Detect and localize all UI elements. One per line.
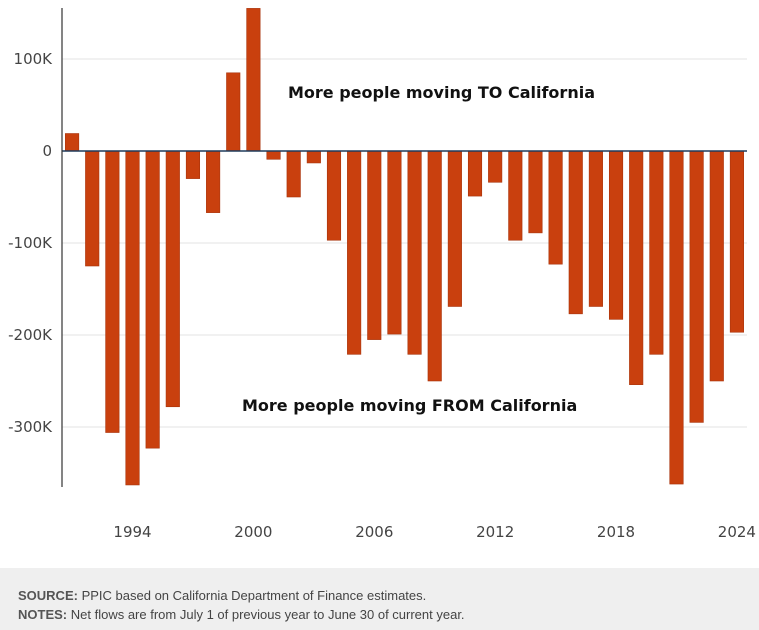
- bar-2004: [326, 150, 342, 241]
- bar-2006: [367, 150, 382, 340]
- bars: [65, 8, 744, 486]
- bar-1996: [165, 150, 180, 408]
- bar-2022: [689, 150, 704, 423]
- source-note: SOURCE: PPIC based on California Departm…: [18, 588, 759, 603]
- bar-2007: [387, 150, 402, 335]
- bar-1994: [125, 150, 140, 486]
- bar-2014: [528, 150, 543, 234]
- bar-2012: [488, 150, 503, 183]
- y-tick-label: 100K: [14, 50, 54, 68]
- bar-1997: [185, 150, 201, 179]
- x-tick-label: 2006: [355, 523, 393, 541]
- bar-1995: [145, 150, 160, 449]
- notes-text: Net flows are from July 1 of previous ye…: [70, 607, 465, 622]
- annotation-to-california: More people moving TO California: [288, 83, 595, 102]
- notes-label: NOTES:: [18, 607, 68, 622]
- x-tick-label: 2000: [234, 523, 272, 541]
- bar-2001: [266, 150, 281, 160]
- bar-2021: [669, 150, 684, 485]
- bar-2016: [568, 150, 583, 315]
- bar-2003: [306, 150, 321, 164]
- x-tick-label: 2012: [476, 523, 514, 541]
- bar-chart: 100K 0 -100K -200K -300K 1994 2000 2006 2012 201…: [8, 8, 756, 541]
- bar-2020: [649, 150, 664, 355]
- bar-1999: [226, 72, 241, 152]
- bar-2000: [246, 8, 261, 152]
- bar-2002: [286, 150, 301, 198]
- y-tick-label: -200K: [8, 326, 53, 344]
- y-tick-label: -300K: [8, 418, 53, 436]
- y-tick-labels: 100K 0 -100K -200K -300K: [8, 50, 53, 436]
- bar-2010: [447, 150, 462, 307]
- bar-1991: [65, 133, 80, 152]
- bar-1998: [206, 150, 221, 213]
- bar-2018: [608, 150, 624, 320]
- source-text: PPIC based on California Department of F…: [81, 588, 427, 603]
- x-tick-label: 2024: [718, 523, 756, 541]
- annotation-from-california: More people moving FROM California: [242, 396, 577, 415]
- x-tick-label: 1994: [113, 523, 151, 541]
- bar-2017: [588, 150, 603, 307]
- bar-2023: [709, 150, 724, 382]
- chart-footer: SOURCE: PPIC based on California Departm…: [0, 568, 759, 630]
- grid-lines: [62, 58, 747, 428]
- x-tick-label: 2018: [597, 523, 635, 541]
- y-tick-label: -100K: [8, 234, 53, 252]
- bar-2024: [729, 150, 744, 333]
- bar-2009: [427, 150, 442, 382]
- bar-2011: [467, 150, 483, 197]
- x-tick-labels: 1994 2000 2006 2012 2018 2024: [113, 523, 756, 541]
- bar-2008: [407, 150, 422, 355]
- bar-2013: [508, 150, 523, 241]
- y-tick-label: 0: [42, 142, 52, 160]
- bar-2015: [548, 150, 563, 265]
- bar-1992: [85, 150, 100, 267]
- bar-2019: [629, 150, 644, 385]
- bar-1993: [105, 150, 120, 433]
- source-label: SOURCE:: [18, 588, 78, 603]
- bar-2005: [347, 150, 362, 355]
- notes-note: NOTES: Net flows are from July 1 of prev…: [18, 607, 759, 622]
